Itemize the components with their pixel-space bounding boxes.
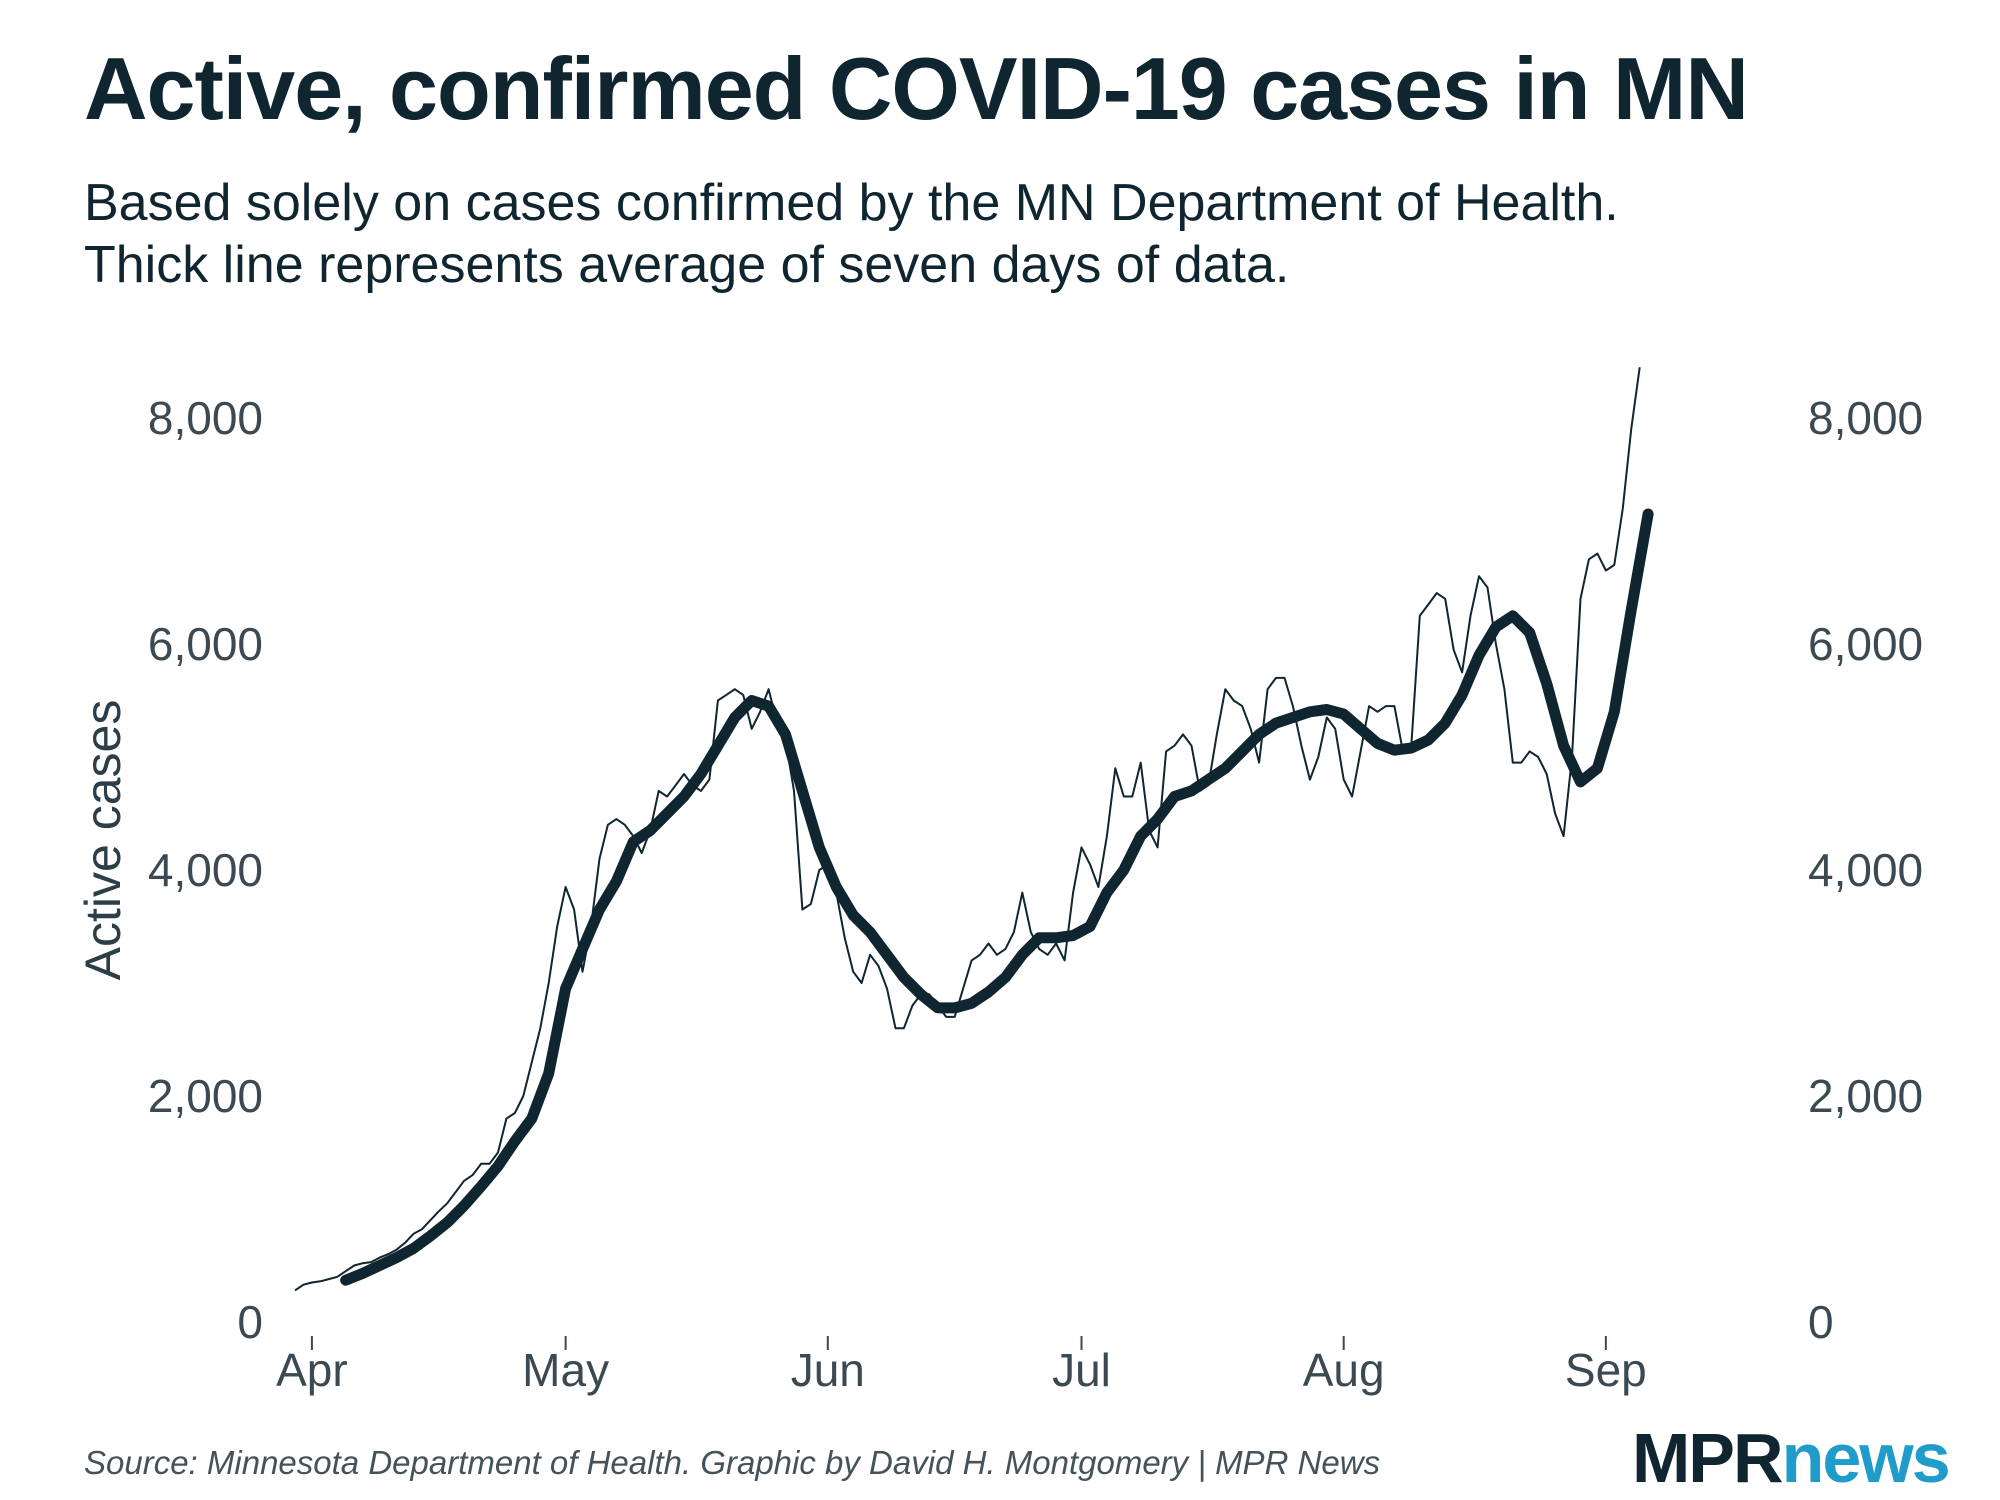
y-axis-right: 0 2,000 4,000 6,000 8,000 — [1808, 392, 1923, 1348]
source-note: Source: Minnesota Department of Health. … — [84, 1444, 1381, 1481]
chart-title: Active, confirmed COVID-19 cases in MN — [84, 39, 1749, 138]
subtitle-line-1: Based solely on cases confirmed by the M… — [84, 174, 1619, 232]
y-tick-label-right: 0 — [1808, 1296, 1834, 1348]
logo-news: news — [1781, 1419, 1951, 1497]
y-tick-label-left: 2,000 — [148, 1070, 263, 1122]
y-axis-left: 0 2,000 4,000 6,000 8,000 — [148, 392, 263, 1348]
y-tick-label-right: 2,000 — [1808, 1070, 1923, 1122]
y-tick-label-right: 4,000 — [1808, 844, 1923, 896]
x-tick-label: Jul — [1052, 1344, 1111, 1396]
x-tick-label: Sep — [1565, 1344, 1647, 1396]
mpr-news-logo: MPRnews — [1632, 1418, 1951, 1498]
x-tick-label: Aug — [1303, 1344, 1385, 1396]
chart-subtitle: Based solely on cases confirmed by the M… — [84, 172, 1619, 296]
y-tick-label-left: 8,000 — [148, 392, 263, 444]
y-axis-label: Active cases — [75, 700, 131, 981]
daily-cases-line — [294, 367, 1641, 1292]
x-tick-label: Jun — [791, 1344, 865, 1396]
x-axis: Apr May Jun Jul Aug Sep — [276, 1336, 1647, 1396]
x-tick-label: May — [522, 1344, 609, 1396]
seven-day-average-line — [340, 508, 1654, 1286]
logo-mpr: MPR — [1632, 1419, 1784, 1497]
y-tick-label-left: 0 — [237, 1296, 263, 1348]
x-tick-label: Apr — [276, 1344, 348, 1396]
y-tick-label-left: 6,000 — [148, 618, 263, 670]
y-tick-label-right: 8,000 — [1808, 392, 1923, 444]
y-tick-label-left: 4,000 — [148, 844, 263, 896]
y-tick-label-right: 6,000 — [1808, 618, 1923, 670]
subtitle-line-2: Thick line represents average of seven d… — [84, 236, 1290, 294]
